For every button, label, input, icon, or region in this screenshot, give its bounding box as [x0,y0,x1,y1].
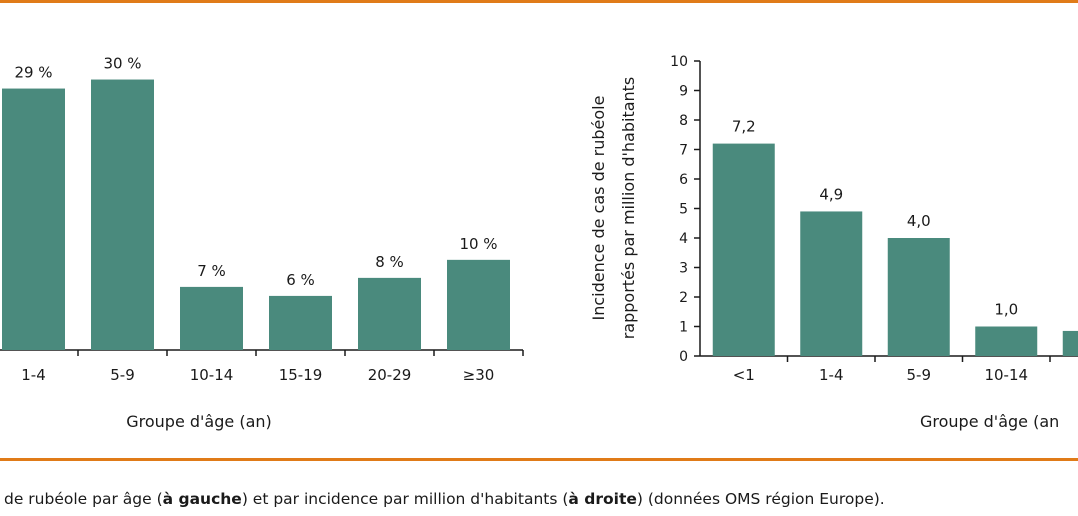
right-y-tick-label: 10 [670,54,688,70]
left-bar [2,88,65,351]
left-bar [358,277,421,350]
right-bar [800,211,863,356]
left-bar-chart: 29 % 1-4 30 % 5-9 7 % 10-14 6 % 15-19 8 % 20-29 10… [0,55,524,431]
left-x-axis-title: Groupe d'âge (an) [126,412,272,431]
left-bar [180,286,243,350]
left-x-tick-label: 10-14 [190,366,234,384]
right-y-tick-label: 0 [679,349,688,365]
left-bar-value-label: 29 % [14,64,52,82]
caption-bold-right: à droite [568,490,637,508]
left-bar-value-label: 7 % [197,262,226,280]
caption-part-3: ) (données OMS région Europe). [636,490,885,508]
right-bar-value-label: 4,0 [907,212,931,230]
left-bar-value-label: 10 % [459,235,497,253]
left-bar [91,79,154,351]
left-bar-value-label: 8 % [375,253,404,271]
right-bar-value-label: 1,0 [994,301,1018,319]
right-x-tick-label: <1 [733,366,755,384]
right-bar [975,326,1038,356]
right-bar [1062,330,1078,356]
right-y-tick-label: 4 [679,231,688,247]
left-bar-value-label: 30 % [103,55,141,73]
left-bar [269,295,332,350]
right-x-tick-label: 5-9 [907,366,932,384]
caption-bold-left: à gauche [162,490,242,508]
right-bar-value-label: 7,2 [732,118,756,136]
right-x-axis-title: Groupe d'âge (an [920,412,1059,431]
right-x-tick-label: 1-4 [819,366,844,384]
right-y-tick-label: 8 [679,113,688,129]
left-x-tick-label: 5-9 [110,366,135,384]
right-y-tick-label: 7 [679,143,688,159]
figure-caption: de rubéole par âge (à gauche) et par inc… [4,490,1078,508]
left-bar-value-label: 6 % [286,271,315,289]
right-bar-value-label: 4,9 [819,185,843,203]
left-bar [447,259,510,350]
right-bar [887,238,950,356]
top-divider-rule [0,0,1078,3]
left-x-tick-label: 1-4 [21,366,46,384]
caption-part-1: de rubéole par âge ( [4,490,163,508]
right-bar [712,143,775,356]
right-y-tick-label: 2 [679,290,688,306]
right-y-tick-label: 5 [679,202,688,218]
right-y-axis-title-line-2: rapportés par million d'habitants [619,77,638,340]
right-y-axis-title-line-1: Incidence de cas de rubéole [589,96,608,321]
left-x-tick-label: 20-29 [368,366,412,384]
right-y-tick-label: 1 [679,320,688,336]
right-y-tick-label: 6 [679,172,688,188]
bottom-divider-rule [0,458,1078,461]
left-x-tick-label: ≥30 [463,366,495,384]
caption-part-2: ) et par incidence par million d'habitan… [241,490,569,508]
right-x-tick-label: 10-14 [984,366,1028,384]
right-bar-chart: 0123456789107,2<14,91-44,05-91,010-141In… [589,54,1078,431]
right-y-tick-label: 3 [679,261,688,277]
left-x-tick-label: 15-19 [279,366,323,384]
right-y-tick-label: 9 [679,84,688,100]
